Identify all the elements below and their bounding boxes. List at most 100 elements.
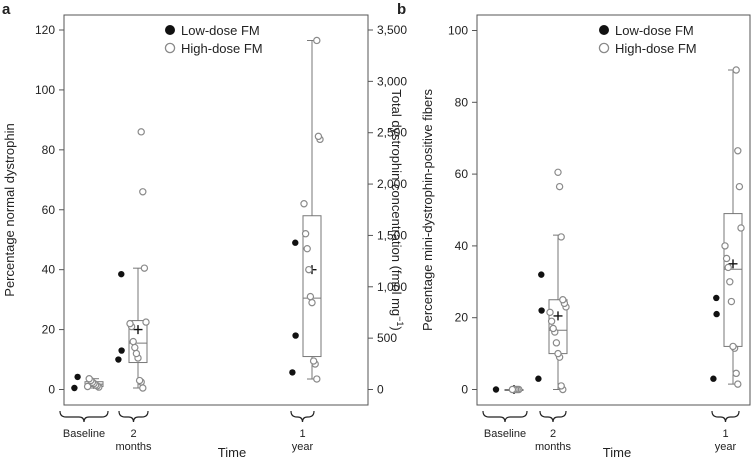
panel-b-group-1-high-dose-point [552, 339, 561, 347]
panel-b-group-1-mean-marker [553, 311, 563, 321]
panel-b-group-1-high-dose-point [554, 168, 562, 177]
panel-a-y2-tick-label: 3,000 [377, 74, 407, 88]
panel-b-group-1-brace [539, 410, 567, 423]
panel-a-legend-low-dose-marker [165, 25, 175, 35]
panel-a-y-tick-label: 120 [35, 23, 55, 37]
panel-a-group-2-low-dose-point [292, 239, 299, 246]
panel-a-x-axis-title: Time [218, 445, 246, 460]
panel-a-group-2-high-dose-point [309, 357, 318, 365]
panel-b-group-1-high-dose-point [557, 233, 565, 241]
panel-b-y-axis-title: Percentage mini-dystrophin-positive fibe… [420, 88, 435, 331]
panel-a-group-0-low-dose-point [71, 384, 78, 392]
panel-a-group-1-low-dose-point [115, 356, 122, 363]
panel-b-letter: b [397, 1, 406, 18]
panel-a-y2-tick-label: 1,000 [377, 280, 407, 294]
panel-b-group-2-high-dose-point [732, 66, 740, 74]
panel-b-group-1-high-dose-point [557, 382, 565, 390]
panel-b-group-2-high-dose-point [734, 147, 742, 155]
panel-b-group-2-low-dose-point [710, 375, 717, 382]
panel-b-legend: Low-dose FM High-dose FM [598, 23, 697, 56]
panel-a-y2-tick-label: 2,000 [377, 177, 407, 191]
panel-b-plot-frame [476, 14, 751, 406]
panel-a-group-1-mean-marker [133, 325, 143, 335]
panel-a-group-2-high-dose-point [301, 230, 310, 238]
panel-b-group-1-high-dose-point [546, 308, 554, 317]
panel-b-x-axis-title: Time [603, 445, 631, 460]
panel-a-group-1-brace [118, 410, 149, 423]
panel-b-y-tick-label: 0 [461, 383, 468, 397]
panel-a-group-2-high-dose-point [306, 292, 315, 301]
panel-b-group-0-high-dose-point [508, 385, 517, 394]
panel-b-legend-high-dose-label: High-dose FM [615, 41, 697, 56]
panel-a-group-2-high-dose-point [305, 265, 313, 274]
panel-a-y2-tick-label: 0 [377, 383, 384, 397]
panel-a-group-2-high-dose-point [300, 200, 308, 208]
panel-b-group-1-high-dose-point [559, 296, 567, 304]
panel-b-group-1-low-dose-point [538, 271, 545, 278]
panel-b-group-2-high-dose-point [737, 224, 745, 232]
panel-a-y2-tick-label: 1,500 [377, 228, 407, 242]
panel-b-y-tick-label: 40 [455, 239, 469, 253]
panel-b-group-2-high-dose-point [726, 278, 734, 286]
panel-a-group-1-low-dose-point [118, 270, 125, 278]
panel-a-y-tick-label: 20 [42, 323, 56, 337]
panel-b-group-2-high-dose-point [729, 342, 737, 351]
panel-a-group-0-high-dose-point [85, 375, 93, 383]
panel-b-group-0-time-label: Baseline [484, 428, 526, 440]
panel-a-y-tick-label: 40 [42, 263, 56, 277]
panel-a-group-1-high-dose-point [139, 188, 147, 196]
panel-b-group-2-high-dose-point [724, 263, 732, 272]
panel-b-group-1-low-dose-point [538, 307, 545, 314]
panel-b-group-1-time-label: 2 [550, 428, 556, 440]
panel-b-y-tick-label: 100 [448, 24, 468, 38]
panel-a-group-2-brace [290, 410, 315, 423]
panel-a-group-0-time-label: Baseline [63, 428, 105, 440]
panel-b-group-2-low-dose-point [713, 294, 720, 302]
panel-a-y2-tick-label: 500 [377, 331, 397, 345]
panel-b-legend-low-dose-label: Low-dose FM [615, 23, 694, 38]
panel-b-legend-low-dose-marker [599, 25, 609, 35]
panel-a-group-1-time-label: 2 [130, 428, 136, 440]
panel-a-group-1-high-dose-point [139, 384, 147, 392]
panel-a-group-1-low-dose-point [118, 347, 125, 354]
panel-b-group-1-high-dose-point [549, 324, 557, 333]
panel-b-group-2-time-label: 1 [722, 428, 728, 440]
panel-a-y2-axis-title-main: Total dystrophin concentration (fmol mg [389, 89, 404, 316]
panel-a-group-1-box [128, 320, 148, 364]
panel-b-group-2-high-dose-point [721, 242, 729, 250]
panel-a-group-2-time-label: 1 [299, 428, 305, 440]
panel-b-group-1-time-label: months [535, 441, 572, 453]
panel-b-group-1-low-dose-point [535, 375, 542, 382]
panel-a-group-0-low-dose-point [74, 373, 81, 381]
panel-b-group-2-brace [711, 410, 740, 423]
panel-b-group-1-high-dose-point [554, 349, 562, 358]
panel-b-group-2-high-dose-point [727, 297, 736, 306]
panel-a-group-2-time-label: year [292, 441, 314, 453]
panel-a-group-1-high-dose-point [132, 349, 141, 358]
panel-b-group-0-low-dose-point [492, 386, 500, 393]
panel-a-y-tick-label: 100 [35, 83, 55, 97]
panel-b-legend-high-dose-marker [598, 42, 610, 54]
panel-a-legend: Low-dose FM High-dose FM [164, 23, 263, 56]
panel-a-group-1-high-dose-point [142, 318, 150, 326]
panel-a-group-2-high-dose-point [313, 375, 321, 383]
panel-a-legend-low-dose-label: Low-dose FM [181, 23, 260, 38]
panel-a-y-tick-label: 60 [42, 203, 56, 217]
panel-a-letter: a [2, 1, 11, 18]
panel-a-y2-axis-title: Total dystrophin concentration (fmol mg−… [389, 89, 405, 331]
panel-b-y-tick-label: 20 [455, 311, 469, 325]
panel-a-y2-tick-label: 2,500 [377, 126, 407, 140]
panel-a-y-axis-title: Percentage normal dystrophin [2, 123, 17, 296]
panel-b-group-2-mean-marker [728, 259, 738, 269]
panel-a-group: a 0 20 40 60 80 100 120 0 500 1,000 1,500 2,000 2,500… [2, 1, 407, 460]
panel-b-group-2-high-dose-point [734, 380, 742, 388]
panel-a-group-2-high-dose-point [313, 36, 321, 45]
panel-b-group-2-high-dose-point [732, 369, 740, 378]
panel-a-group-2-high-dose-point [303, 244, 311, 253]
panel-a-group-1-high-dose-point [131, 343, 139, 352]
panel-b-group-2-high-dose-point [722, 254, 731, 263]
panel-a-group-0-high-dose-point [83, 382, 92, 391]
panel-a-group-1-high-dose-point [137, 128, 145, 136]
panel-a-group-1-high-dose-point [129, 337, 137, 346]
